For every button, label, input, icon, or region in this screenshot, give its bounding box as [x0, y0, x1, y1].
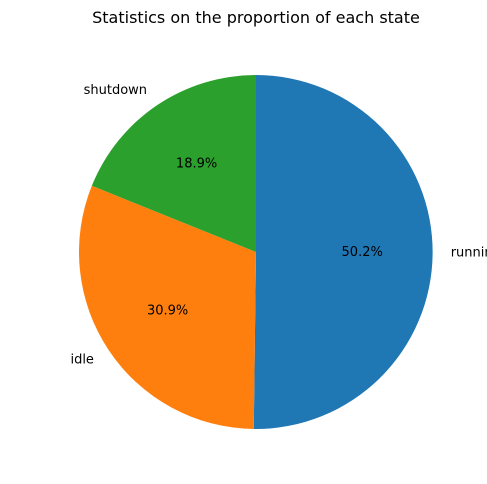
pie-category-label-idle: idle [70, 352, 93, 367]
pie-category-label-shutdown: shutdown [84, 83, 147, 98]
pie-percent-label-idle: 30.9% [147, 303, 188, 318]
chart-title: Statistics on the proportion of each sta… [92, 8, 420, 27]
pie-slice-shutdown [91, 75, 256, 252]
pie-percent-labels: 50.2% 30.9% 18.9% [147, 156, 383, 318]
pie-category-label-running: running [451, 246, 487, 261]
pie-percent-label-shutdown: 18.9% [176, 156, 217, 171]
pie-category-labels: running idle shutdown [70, 83, 487, 367]
pie-slices [78, 75, 433, 429]
pie-slice-idle [78, 185, 256, 429]
pie-percent-label-running: 50.2% [342, 245, 383, 260]
pie-slice-running [253, 75, 433, 429]
